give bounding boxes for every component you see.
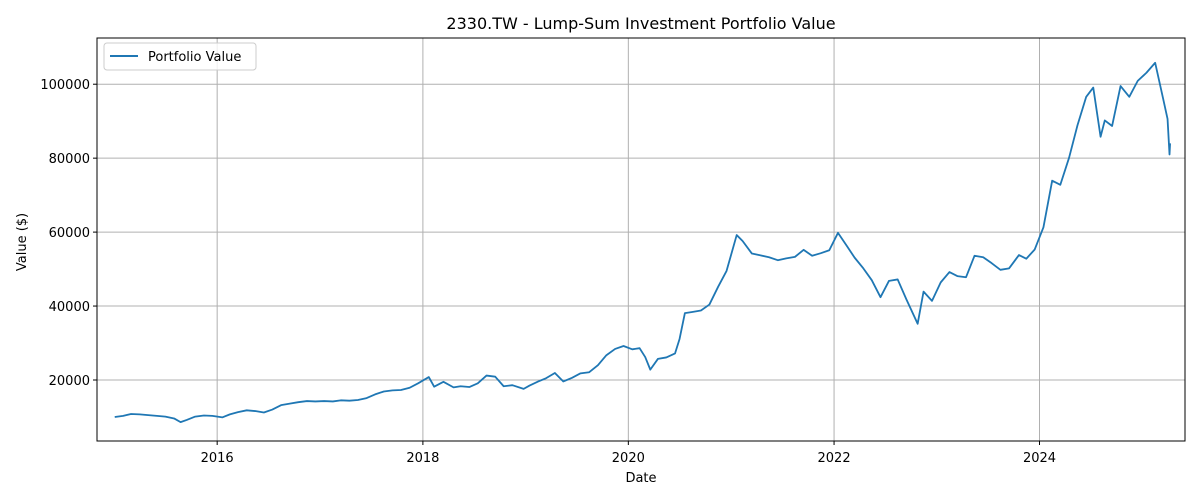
legend: Portfolio Value bbox=[103, 42, 257, 71]
portfolio-value-line bbox=[114, 61, 1171, 424]
y-tick-label: 80000 bbox=[49, 152, 90, 167]
y-tick-label: 20000 bbox=[49, 374, 90, 389]
x-tick-label: 2018 bbox=[406, 451, 439, 466]
axis-ticks: 2016 2018 2020 2022 2024 20000 40000 60000 80000… bbox=[40, 78, 1056, 466]
y-tick-label: 100000 bbox=[40, 78, 90, 93]
y-axis-title: Value ($) bbox=[15, 213, 30, 271]
legend-box bbox=[103, 42, 257, 71]
x-axis-title: Date bbox=[625, 471, 656, 486]
chart-title: 2330.TW - Lump-Sum Investment Portfolio … bbox=[446, 14, 835, 33]
y-tick-label: 60000 bbox=[49, 226, 90, 241]
x-tick-label: 2016 bbox=[201, 451, 234, 466]
x-tick-label: 2022 bbox=[818, 451, 851, 466]
y-tick-label: 40000 bbox=[49, 300, 90, 315]
legend-label: Portfolio Value bbox=[148, 50, 241, 65]
x-tick-label: 2020 bbox=[612, 451, 645, 466]
series-portfolio-value bbox=[114, 61, 1171, 424]
plot-frame bbox=[96, 37, 1186, 442]
x-tick-label: 2024 bbox=[1023, 451, 1056, 466]
